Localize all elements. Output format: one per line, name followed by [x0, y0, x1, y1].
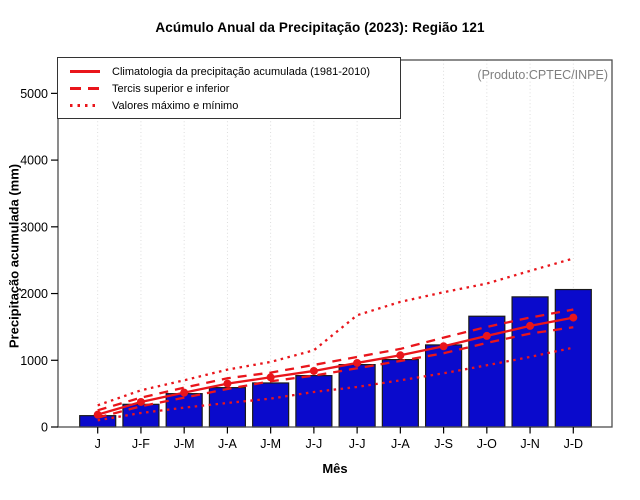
bar-6-J-J [295, 375, 333, 428]
bar-5-J-M [252, 382, 290, 428]
y-tick-label: 1000 [20, 354, 48, 368]
climatology-point [482, 331, 491, 340]
x-tick-label: J-J [306, 437, 323, 451]
legend-item-terciles: Tercis superior e inferior [58, 80, 400, 97]
x-tick-label: J [95, 437, 101, 451]
climatology-point [223, 379, 232, 388]
legend-label-terciles: Tercis superior e inferior [112, 82, 230, 95]
dotted-line-icon [70, 104, 100, 107]
y-tick-label: 5000 [20, 87, 48, 101]
y-tick-label: 4000 [20, 154, 48, 168]
x-tick-label: J-N [520, 437, 539, 451]
x-axis-title: Mês [322, 461, 348, 476]
x-tick-label: J-M [174, 437, 195, 451]
x-tick-label: J-A [391, 437, 410, 451]
produto-label: (Produto:CPTEC/INPE) [477, 68, 608, 82]
x-tick-label: J-S [434, 437, 453, 451]
legend-label-climatology: Climatologia da precipitação acumulada (… [112, 65, 371, 78]
climatology-point [266, 373, 275, 382]
climatology-point [353, 358, 362, 367]
bar-2-J-F [122, 403, 160, 428]
legend-item-climatology: Climatologia da precipitação acumulada (… [58, 63, 400, 80]
x-tick-label: J-A [218, 437, 237, 451]
solid-line-icon [70, 70, 100, 73]
line-valor-m-ximo [97, 257, 574, 407]
line-climatologia-da-precipita-o-acumulada-1981-2010- [97, 316, 574, 416]
x-tick-label: J-M [260, 437, 281, 451]
climatology-point [569, 313, 578, 322]
line-valor-m-nimo [97, 346, 574, 422]
climatology-point [526, 321, 535, 330]
line-tercil-superior [97, 308, 574, 412]
y-tick-label: 3000 [20, 220, 48, 234]
line-tercil-inferior [97, 326, 574, 419]
y-axis-title: Precipitação acumulada (mm) [6, 163, 22, 349]
y-tick-label: 0 [41, 421, 48, 435]
legend-box: Climatologia da precipitação acumulada (… [57, 57, 401, 119]
climatology-point [180, 388, 189, 397]
legend-item-maxmin: Valores máximo e mínimo [58, 97, 400, 114]
bar-12-J-D [554, 288, 592, 428]
y-tick-label: 2000 [20, 287, 48, 301]
legend-label-maxmin: Valores máximo e mínimo [112, 99, 239, 112]
climatology-point [136, 397, 145, 406]
climatology-point [396, 351, 405, 360]
x-tick-label: J-J [349, 437, 366, 451]
climatology-point [439, 342, 448, 351]
bar-9-J-S [424, 344, 463, 428]
bar-4-J-A [208, 387, 247, 428]
climatology-point [93, 410, 102, 419]
x-tick-label: J-F [132, 437, 150, 451]
x-tick-label: J-O [477, 437, 497, 451]
dashed-line-icon [70, 87, 100, 90]
bar-8-J-A [381, 359, 419, 428]
climatology-point [309, 366, 318, 375]
x-tick-label: J-D [564, 437, 583, 451]
bar-7-J-J [338, 364, 376, 428]
chart-title: Acúmulo Anual da Precipitação (2023): Re… [155, 20, 485, 35]
